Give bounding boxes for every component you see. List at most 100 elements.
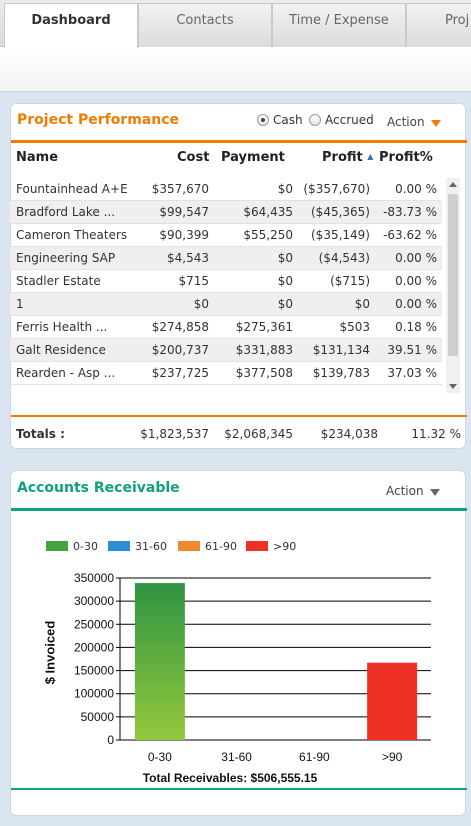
cell-profit-pct: 37.03 % <box>387 366 437 380</box>
accounts-receivable-title: Accounts Receivable <box>17 480 180 496</box>
cell-profit-pct: 39.51 % <box>387 343 437 357</box>
cell-cost: $715 <box>178 274 209 288</box>
radio-unselected-icon <box>309 114 321 126</box>
legend-swatch <box>108 541 130 551</box>
col-header-profit-label: Profit <box>322 150 363 165</box>
scroll-up-icon[interactable] <box>449 182 457 187</box>
table-row[interactable]: Rearden - Asp ... $237,725 $377,508 $139,78… <box>10 362 442 385</box>
totals-payment: $2,068,345 <box>224 427 293 441</box>
receivable-action-menu[interactable]: Action <box>386 484 440 498</box>
cell-payment: $55,250 <box>243 228 293 242</box>
table-row[interactable]: 1 $0 $0 $0 0.00 % <box>10 293 442 316</box>
cell-payment: $0 <box>277 251 293 265</box>
cell-payment: $331,883 <box>235 343 293 357</box>
col-header-profit[interactable]: Profit ▲ <box>322 150 373 165</box>
project-performance-panel: Project Performance Cash Accrued Action <box>10 103 467 449</box>
legend-label: 0-30 <box>73 540 98 553</box>
cell-payment: $0 <box>277 182 293 196</box>
scroll-down-icon[interactable] <box>449 384 457 389</box>
y-axis-label: $ Invoiced <box>42 620 58 685</box>
cell-profit-pct: 0.00 % <box>395 297 437 311</box>
tab-time-expense[interactable]: Time / Expense <box>272 3 406 47</box>
cell-profit-pct: -83.73 % <box>383 205 437 219</box>
totals-cost: $1,823,537 <box>140 427 209 441</box>
legend-label: 31-60 <box>135 540 167 553</box>
table-row[interactable]: Fountainhead A+E $357,670 $0 ($357,670) 0.00… <box>10 178 442 201</box>
total-receivables: Total Receivables: $506,555.15 <box>142 771 318 785</box>
col-header-cost[interactable]: Cost <box>177 150 210 165</box>
cell-payment: $0 <box>277 274 293 288</box>
cell-profit: $0 <box>354 297 370 311</box>
cell-cost: $4,543 <box>167 251 209 265</box>
chevron-down-icon <box>430 120 441 127</box>
cell-profit: ($45,365) <box>311 205 370 219</box>
totals-profit-pct: 11.32 % <box>411 427 461 441</box>
cell-profit: $139,783 <box>312 366 370 380</box>
cell-profit-pct: -63.62 % <box>383 228 437 242</box>
cell-name: Fountainhead A+E <box>16 182 128 196</box>
cell-cost: $357,670 <box>151 182 209 196</box>
tab-contacts[interactable]: Contacts <box>138 3 272 47</box>
legend-swatch <box>46 541 68 551</box>
cell-profit-pct: 0.00 % <box>395 274 437 288</box>
scroll-thumb[interactable] <box>448 194 458 356</box>
col-header-profit-pct[interactable]: Profit% <box>379 150 433 165</box>
orange-divider-bottom <box>11 415 467 417</box>
project-table-body: Fountainhead A+E $357,670 $0 ($357,670) 0.00… <box>10 178 442 393</box>
cash-radio[interactable]: Cash <box>257 113 303 127</box>
col-header-name[interactable]: Name <box>16 150 59 165</box>
radio-selected-icon <box>257 114 269 126</box>
cell-profit: $503 <box>339 320 370 334</box>
cell-profit-pct: 0.18 % <box>395 320 437 334</box>
table-row[interactable]: Ferris Health ... $274,858 $275,361 $503 0.1… <box>10 316 442 339</box>
project-performance-title: Project Performance <box>17 112 180 128</box>
cell-name: Stadler Estate <box>16 274 101 288</box>
legend-label: 61-90 <box>205 540 237 553</box>
accrued-radio[interactable]: Accrued <box>309 113 374 127</box>
accounts-receivable-panel: Accounts Receivable Action <box>10 470 467 816</box>
cell-name: 1 <box>16 297 24 311</box>
tab-dashboard[interactable]: Dashboard <box>4 3 138 48</box>
green-divider <box>11 508 467 511</box>
receivable-action-label: Action <box>386 484 424 498</box>
sort-ascending-icon: ▲ <box>367 152 374 161</box>
totals-label: Totals : <box>16 427 65 441</box>
table-row[interactable]: Cameron Theaters $90,399 $55,250 ($35,149) -… <box>10 224 442 247</box>
col-header-payment[interactable]: Payment <box>221 150 285 165</box>
cash-radio-label: Cash <box>273 113 303 127</box>
table-row[interactable]: Engineering SAP $4,543 $0 ($4,543) 0.00 % <box>10 247 442 270</box>
tab-bar: Dashboard Contacts Time / Expense Proj <box>0 0 471 48</box>
cell-name: Cameron Theaters <box>16 228 128 242</box>
table-row[interactable]: Stadler Estate $715 $0 ($715) 0.00 % <box>10 270 442 293</box>
legend-swatch <box>178 541 200 551</box>
cell-profit: ($715) <box>330 274 370 288</box>
table-scrollbar[interactable] <box>446 178 460 393</box>
table-row[interactable]: Galt Residence $200,737 $331,883 $131,134 39… <box>10 339 442 362</box>
orange-divider <box>11 140 467 143</box>
cell-profit: ($35,149) <box>311 228 370 242</box>
cell-payment: $0 <box>277 297 293 311</box>
cell-name: Bradford Lake ... <box>16 205 116 219</box>
cell-payment: $377,508 <box>235 366 293 380</box>
cell-name: Rearden - Asp ... <box>16 366 116 380</box>
chevron-down-icon <box>429 489 440 496</box>
cell-profit: ($357,670) <box>303 182 370 196</box>
legend-swatch <box>246 541 268 551</box>
cell-cost: $200,737 <box>151 343 209 357</box>
totals-profit: $234,038 <box>320 427 378 441</box>
cell-payment: $64,435 <box>243 205 293 219</box>
cell-profit-pct: 0.00 % <box>395 182 437 196</box>
accrued-radio-label: Accrued <box>325 113 374 127</box>
cell-cost: $99,547 <box>159 205 209 219</box>
cell-cost: $274,858 <box>151 320 209 334</box>
cell-name: Galt Residence <box>16 343 106 357</box>
project-action-menu[interactable]: Action <box>387 115 441 129</box>
tab-projects[interactable]: Proj <box>406 3 471 47</box>
table-row[interactable]: Bradford Lake ... $99,547 $64,435 ($45,365)… <box>10 201 442 224</box>
cell-profit: $131,134 <box>312 343 370 357</box>
toolbar-strip <box>0 47 471 92</box>
green-divider-bottom <box>11 788 467 790</box>
cell-profit: ($4,543) <box>318 251 370 265</box>
legend-label: >90 <box>273 540 297 553</box>
cell-cost: $237,725 <box>151 366 209 380</box>
